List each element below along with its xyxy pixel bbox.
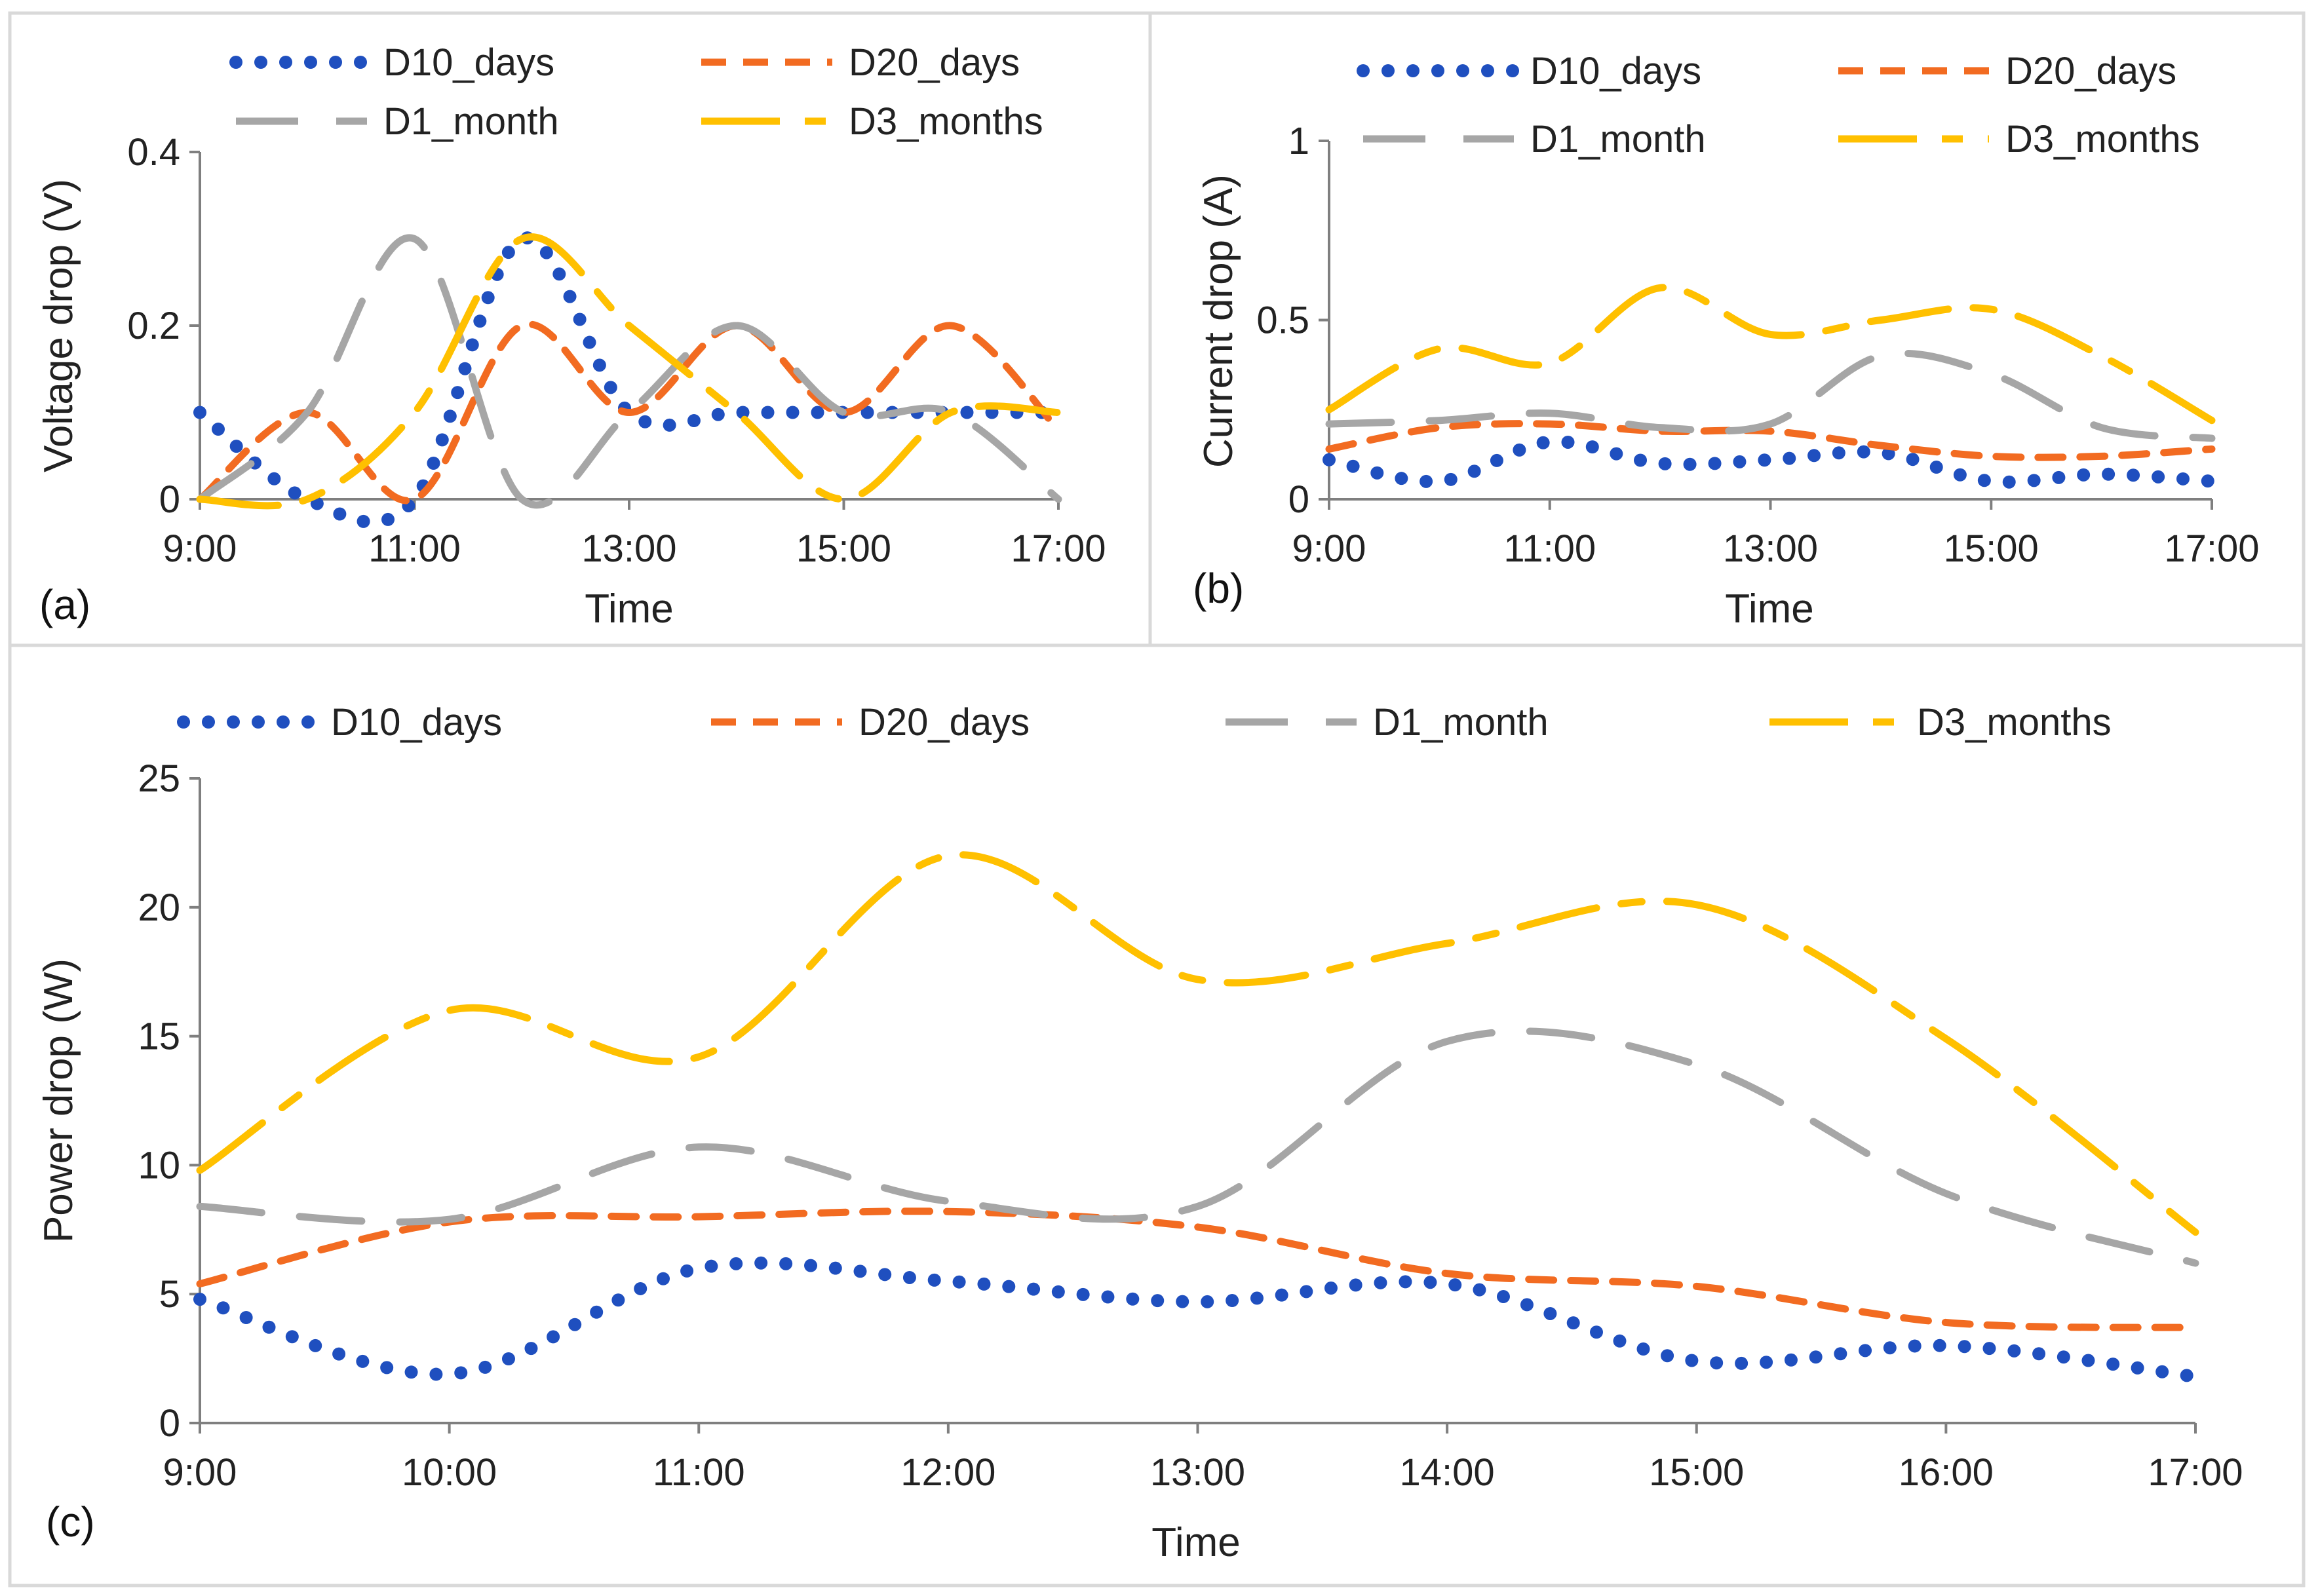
panel-a-x-tick-label: 17:00 <box>1011 527 1106 570</box>
panel-a-series-d20-days-line <box>196 320 1062 504</box>
panel-a-x-tick-label: 15:00 <box>796 527 891 570</box>
panel-c-x-tick-label: 9:00 <box>163 1451 237 1494</box>
panel-c-x-tick-label: 15:00 <box>1649 1451 1744 1494</box>
panel-c-y-tick-label: 5 <box>159 1273 180 1316</box>
panel-b-current-drop-chart: 0 0.5 1 9:00 11:00 13:00 15:00 17:00 Time Current… <box>1148 11 2306 647</box>
panel-b-x-tick-label: 9:00 <box>1292 527 1366 570</box>
panel-a-x-axis-title: Time <box>585 586 673 632</box>
panel-c-x-axis-title: Time <box>1151 1520 1240 1565</box>
panel-a-x-tick-label: 13:00 <box>581 527 676 570</box>
panel-a-y-tick-label: 0.2 <box>127 305 180 347</box>
panel-b-y-tick-label: 0.5 <box>1256 299 1309 342</box>
legend-label: D3_months <box>2005 118 2200 161</box>
legend-label: D1_month <box>1373 701 1549 744</box>
panel-b-legend-item: D1_month <box>1363 118 1706 161</box>
panel-c-x-tick-label: 10:00 <box>402 1451 497 1494</box>
panel-b-x-tick-label: 17:00 <box>2164 527 2259 570</box>
panel-b-legend-item: D20_days <box>1838 50 2176 92</box>
panel-b-y-axis-title: Current drop (A) <box>1196 174 1241 468</box>
panel-b-x-tick-label: 11:00 <box>1503 527 1596 570</box>
legend-label: D10_days <box>383 41 554 84</box>
panel-c-y-tick-label: 15 <box>138 1016 180 1058</box>
panel-a-legend-item: D1_month <box>236 100 559 143</box>
legend-label: D20_days <box>2005 50 2176 92</box>
panel-c-x-tick-label: 16:00 <box>1899 1451 1994 1494</box>
panel-c-series-d1-month-line <box>196 1027 2199 1267</box>
panel-c-x-tick-label: 14:00 <box>1400 1451 1495 1494</box>
panel-c-legend-item: D1_month <box>1226 701 1549 744</box>
panel-a-x-tick-label: 9:00 <box>163 527 237 570</box>
panel-a-y-axis-title: Voltage drop (V) <box>36 179 81 472</box>
panel-c-y-tick-label: 20 <box>138 886 180 929</box>
panel-b-series-d20-days-line <box>1325 420 2216 461</box>
legend-label: D3_months <box>1917 701 2112 744</box>
panel-a-legend-item: D20_days <box>701 41 1020 84</box>
panel-b-y-tick-label: 1 <box>1288 120 1309 162</box>
legend-label: D20_days <box>849 41 1020 84</box>
panel-b-legend-item: D3_months <box>1838 118 2200 161</box>
panel-c-power-drop-chart: 0 5 10 15 20 25 9:00 10:00 11:00 12:00 13:00 14:00 1… <box>8 643 2306 1587</box>
panel-b-series-d10-days-line <box>1323 435 2218 489</box>
panel-b-legend-item: D10_days <box>1357 50 1701 92</box>
panel-a-y-tick-label: 0 <box>159 478 180 521</box>
panel-c-frame <box>8 643 2306 1587</box>
panel-b-series-d3-months-line <box>1325 284 2216 425</box>
panel-c-y-tick-label: 10 <box>138 1144 180 1187</box>
panel-c-series-d10-days-line <box>193 1256 2202 1384</box>
panel-c-x-tick-label: 17:00 <box>2148 1451 2243 1494</box>
panel-b-x-tick-label: 13:00 <box>1723 527 1818 570</box>
legend-label: D10_days <box>331 701 502 744</box>
legend-label: D3_months <box>849 100 1043 143</box>
panel-b-x-tick-label: 15:00 <box>1944 527 2039 570</box>
panel-a-label: (a) <box>39 581 90 628</box>
panel-c-legend-item: D20_days <box>711 701 1030 744</box>
panel-b-x-axis-title: Time <box>1725 586 1813 632</box>
panel-c-series-d20-days-line <box>196 1207 2199 1331</box>
legend-label: D20_days <box>859 701 1030 744</box>
panel-c-x-tick-label: 12:00 <box>900 1451 995 1494</box>
legend-label: D1_month <box>383 100 559 143</box>
panel-b-label: (b) <box>1193 565 1244 612</box>
panel-c-legend-item: D3_months <box>1769 701 2112 744</box>
panel-b-y-tick-label: 0 <box>1288 478 1309 521</box>
panel-a-legend-item: D3_months <box>701 100 1043 143</box>
panel-c-x-tick-label: 11:00 <box>653 1451 745 1494</box>
panel-a-legend-item: D10_days <box>229 41 554 84</box>
panel-c-y-tick-label: 25 <box>138 757 180 800</box>
panel-c-legend-item: D10_days <box>177 701 502 744</box>
panel-c-label: (c) <box>46 1498 95 1546</box>
panel-c-series-d3-months-line <box>196 851 2199 1236</box>
panel-c-y-tick-label: 0 <box>159 1402 180 1445</box>
panel-a-series-d3-months-line <box>196 233 1062 510</box>
panel-a-series-d1-month-line <box>196 234 1062 509</box>
panel-b-series-d1-month-line <box>1325 349 2216 442</box>
panel-c-y-axis-title: Power drop (W) <box>36 959 81 1243</box>
legend-label: D10_days <box>1530 50 1701 92</box>
panel-a-x-tick-label: 11:00 <box>368 527 461 570</box>
panel-c-x-tick-label: 13:00 <box>1150 1451 1245 1494</box>
panel-a-y-tick-label: 0.4 <box>127 131 180 174</box>
legend-label: D1_month <box>1530 118 1706 161</box>
panel-a-voltage-drop-chart: 0 0.2 0.4 9:00 11:00 13:00 15:00 17:00 Time Volta… <box>8 11 1152 647</box>
